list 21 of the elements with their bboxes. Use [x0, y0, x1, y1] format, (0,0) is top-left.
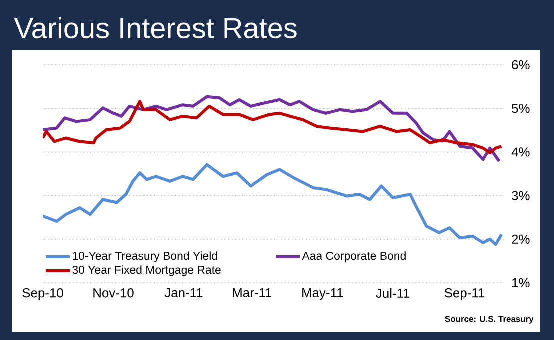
y-tick-label: 1%	[512, 278, 530, 288]
line-series	[43, 95, 501, 163]
line-series	[43, 163, 504, 246]
legend-label: 10-Year Treasury Bond Yield	[73, 252, 218, 262]
y-tick-label: 4%	[512, 148, 530, 157]
x-tick-label: Jan-11	[164, 288, 203, 298]
legend-label: 30 Year Fixed Mortgage Rate	[72, 266, 221, 276]
x-tick-label: May-11	[302, 288, 344, 300]
line-series	[43, 100, 504, 155]
source-note: Source: U.S. Treasury	[445, 316, 534, 324]
x-tick-label: Jul-11	[376, 288, 410, 298]
legend-label: Aaa Corporate Bond	[302, 252, 406, 262]
y-tick-label: 6%	[512, 60, 530, 70]
y-tick-label: 2%	[512, 234, 530, 244]
chart-title: Various Interest Rates	[14, 17, 297, 39]
x-tick-label: Sep-10	[22, 288, 64, 300]
x-tick-label: Mar-11	[233, 288, 272, 298]
y-tick-label: 5%	[512, 104, 530, 114]
y-tick-label: 3%	[512, 191, 530, 200]
x-tick-label: Nov-10	[94, 288, 134, 298]
x-tick-label: Sep-11	[444, 288, 484, 300]
